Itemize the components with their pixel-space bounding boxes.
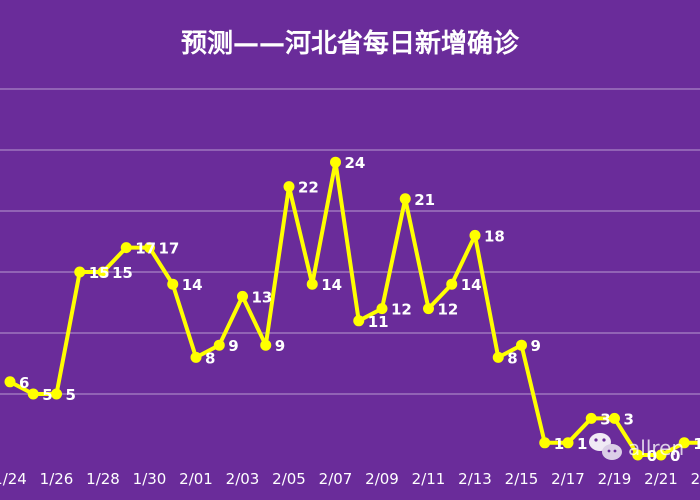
data-label: 13 <box>252 288 273 306</box>
data-point <box>120 242 132 254</box>
gridlines <box>0 88 700 395</box>
x-tick-label: 2/11 <box>412 470 446 488</box>
data-point <box>516 339 527 351</box>
data-label: 5 <box>66 386 76 404</box>
data-label: 5 <box>42 386 52 404</box>
data-label: 17 <box>159 240 180 258</box>
data-label: 11 <box>368 313 389 331</box>
data-point <box>306 278 318 290</box>
chart-title: 预测——河北省每日新增确诊 <box>181 28 520 59</box>
x-tick-label: 1/30 <box>133 470 167 488</box>
data-point <box>51 388 62 400</box>
data-label: 14 <box>461 276 482 294</box>
data-point <box>609 412 620 424</box>
data-point <box>237 290 248 302</box>
data-point <box>4 376 16 388</box>
data-label: 1 <box>577 435 587 453</box>
x-tick-label: 2/01 <box>179 470 213 488</box>
data-label: 15 <box>112 264 133 282</box>
data-point <box>492 351 504 363</box>
data-label: 8 <box>205 349 215 367</box>
series-layer <box>4 156 700 461</box>
watermark: allren <box>589 433 684 460</box>
data-point <box>330 156 341 168</box>
x-tick-label: 2/09 <box>365 470 399 488</box>
data-label: 22 <box>298 179 319 197</box>
data-label: 14 <box>182 276 203 294</box>
wechat-icon <box>589 433 622 460</box>
data-label: 3 <box>624 410 634 428</box>
x-tick-label: 1/28 <box>86 470 120 488</box>
data-point <box>539 437 551 449</box>
data-point <box>399 193 411 205</box>
data-point <box>213 339 225 351</box>
x-tick-label: 2/07 <box>319 470 353 488</box>
data-point <box>469 229 481 241</box>
data-point <box>27 388 39 400</box>
x-tick-label: 2/03 <box>226 470 260 488</box>
watermark-text: allren <box>628 436 684 460</box>
data-label: 15 <box>89 264 110 282</box>
x-tick-label: 1/24 <box>0 470 27 488</box>
data-point <box>283 181 295 193</box>
x-tick-label: 2/19 <box>598 470 632 488</box>
data-label: 18 <box>484 227 505 245</box>
x-tick-label: 2/17 <box>551 470 585 488</box>
data-label: 8 <box>507 349 517 367</box>
data-label: 12 <box>391 301 412 319</box>
data-label: 9 <box>531 337 541 355</box>
data-label: 21 <box>414 191 435 209</box>
data-point <box>585 412 597 424</box>
x-tick-label: 1/26 <box>40 470 74 488</box>
data-label: 1 <box>693 435 700 453</box>
x-tick-label: 2/23 <box>691 470 700 488</box>
data-point <box>632 449 644 461</box>
series-line <box>9 160 700 457</box>
data-point <box>97 266 109 278</box>
x-tick-label: 2/05 <box>272 470 306 488</box>
data-label: 17 <box>135 240 156 258</box>
data-point <box>376 303 388 315</box>
data-label: 1 <box>554 435 564 453</box>
data-label: 14 <box>321 276 342 294</box>
x-tick-label: 2/21 <box>644 470 678 488</box>
x-tick-label: 2/15 <box>505 470 539 488</box>
data-point <box>74 266 86 278</box>
data-point <box>260 339 272 351</box>
data-label: 24 <box>345 154 366 172</box>
data-label: 0 <box>647 447 657 465</box>
data-point <box>446 278 458 290</box>
data-point <box>562 437 574 449</box>
data-point <box>167 278 179 290</box>
data-label: 12 <box>438 301 459 319</box>
x-tick-label: 2/13 <box>458 470 492 488</box>
data-point <box>655 449 667 461</box>
data-point <box>144 242 155 254</box>
data-point <box>423 303 434 315</box>
data-point <box>190 351 202 363</box>
data-label: 3 <box>600 410 610 428</box>
data-label: 9 <box>228 337 238 355</box>
data-point <box>678 437 690 449</box>
data-point <box>353 315 365 327</box>
data-label: 9 <box>275 337 285 355</box>
data-label: 0 <box>670 447 680 465</box>
x-axis-ticks: 1/24 1/26 1/28 1/30 2/01 2/03 2/05 2/07 2/09 2/11… <box>0 470 700 488</box>
data-label: 6 <box>19 374 29 392</box>
